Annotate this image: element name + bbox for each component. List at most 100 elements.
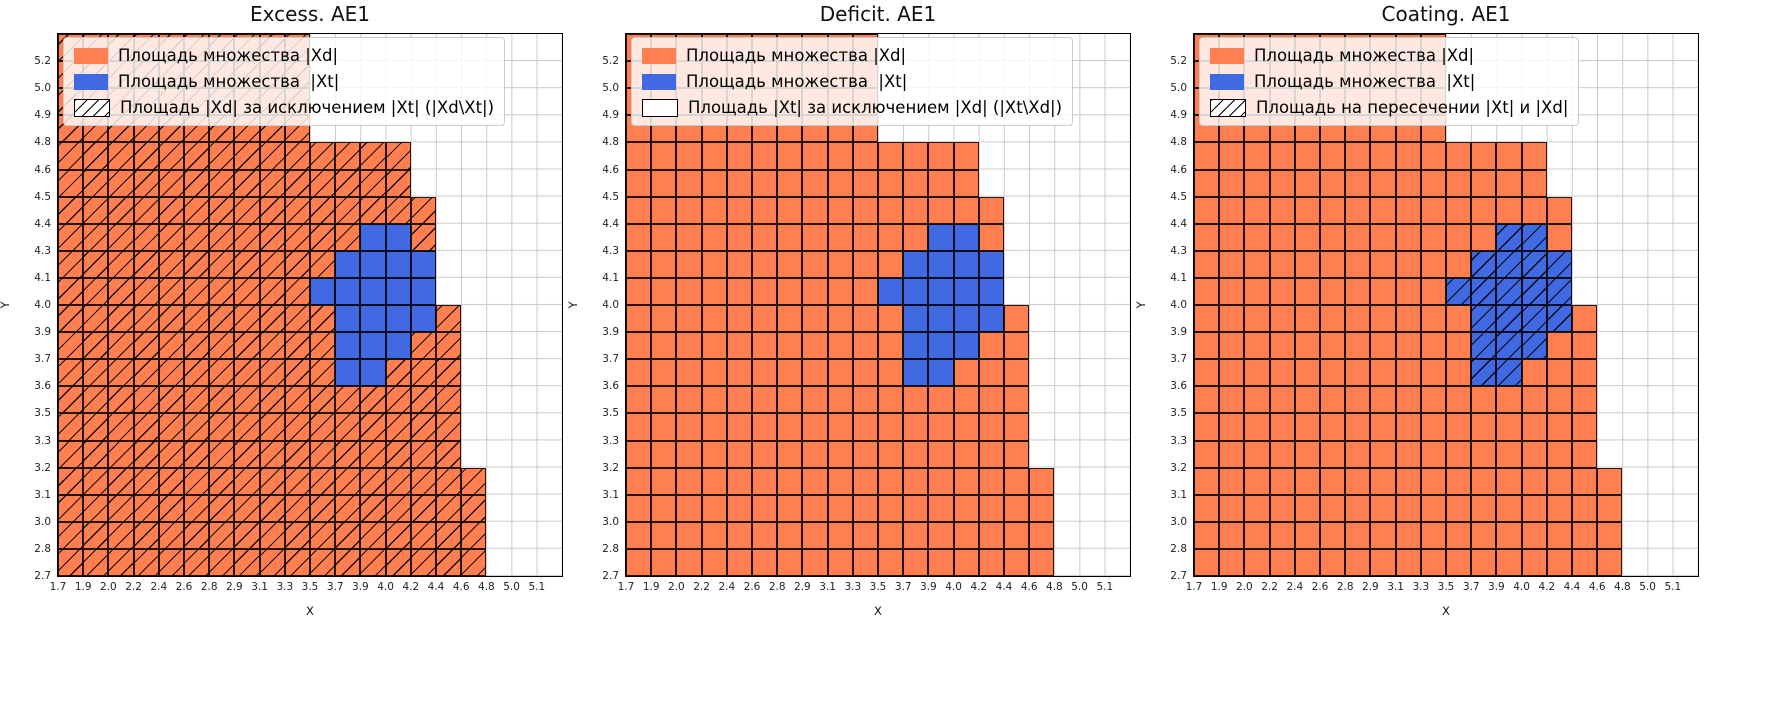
xd-cell — [385, 359, 411, 387]
xd-cell — [1294, 548, 1320, 576]
xd-cell — [752, 196, 778, 224]
x-tick-label: 1.9 — [74, 581, 92, 593]
xt-cell — [1471, 250, 1497, 278]
xd-cell — [1370, 196, 1396, 224]
plot-title: Excess. AE1 — [249, 2, 371, 26]
xd-cell — [284, 223, 310, 251]
xd-cell — [852, 386, 878, 414]
xd-cell — [701, 467, 727, 495]
y-tick-label: 2.8 — [602, 542, 619, 555]
xd-cell — [777, 305, 803, 333]
xd-cell — [1496, 467, 1522, 495]
xd-cell — [1004, 548, 1030, 576]
xd-cell — [1572, 521, 1598, 549]
xd-cell — [1546, 386, 1572, 414]
xd-cell — [1269, 305, 1295, 333]
xd-cell — [158, 548, 184, 576]
legend-swatch-xd — [642, 47, 676, 64]
xd-cell — [1471, 440, 1497, 468]
x-tick-label: 3.9 — [352, 581, 369, 593]
xd-cell — [335, 548, 361, 576]
xd-cell — [1345, 440, 1371, 468]
xd-cell — [1471, 413, 1497, 441]
y-tick-label: 3.2 — [34, 461, 51, 474]
x-tick-label: 5.0 — [1071, 581, 1088, 593]
xd-cell — [133, 521, 159, 549]
xd-cell — [108, 359, 134, 387]
xd-cell — [209, 142, 235, 170]
xd-cell — [676, 223, 702, 251]
xd-cell — [701, 250, 727, 278]
y-tick-label: 3.3 — [602, 434, 619, 447]
xd-cell — [676, 494, 702, 522]
xd-cell — [1420, 277, 1446, 305]
xd-cell — [878, 440, 904, 468]
xd-cell — [878, 494, 904, 522]
xd-cell — [626, 359, 652, 387]
xt-cell — [1496, 223, 1522, 251]
xd-cell — [410, 359, 436, 387]
x-tick-label: 5.1 — [1096, 581, 1114, 593]
xd-cell — [827, 413, 853, 441]
xd-cell — [1219, 332, 1245, 360]
xd-cell — [335, 521, 361, 549]
xd-cell — [1294, 196, 1320, 224]
xd-cell — [953, 413, 979, 441]
xd-cell — [209, 223, 235, 251]
xd-cell — [1446, 359, 1472, 387]
xd-cell — [1194, 277, 1220, 305]
xt-cell — [1546, 305, 1572, 333]
xd-cell — [234, 494, 260, 522]
xd-cell — [1446, 521, 1472, 549]
xd-cell — [1269, 196, 1295, 224]
y-tick-label: 2.8 — [34, 542, 51, 555]
xd-cell — [651, 359, 677, 387]
xd-cell — [1004, 386, 1030, 414]
xd-cell — [1269, 548, 1295, 576]
legend-swatch-xt — [74, 73, 108, 90]
xd-cell — [852, 467, 878, 495]
xd-cell — [726, 223, 752, 251]
xd-cell — [184, 196, 210, 224]
xd-cell — [108, 142, 134, 170]
xd-cell — [1219, 359, 1245, 387]
xd-cell — [752, 332, 778, 360]
xd-cell — [310, 332, 336, 360]
xd-cell — [1294, 223, 1320, 251]
xd-cell — [234, 467, 260, 495]
xd-cell — [928, 196, 954, 224]
xt-cell — [335, 359, 361, 387]
x-axis-label: X — [1442, 604, 1450, 618]
xd-cell — [1345, 332, 1371, 360]
y-tick-label: 4.5 — [34, 190, 51, 203]
xd-cell — [676, 196, 702, 224]
x-tick-label: 5.1 — [1664, 581, 1682, 593]
xd-cell — [1194, 142, 1220, 170]
y-tick-label: 4.8 — [34, 136, 51, 149]
xt-cell — [1521, 223, 1547, 251]
x-tick-label: 2.4 — [150, 581, 168, 593]
xd-cell — [436, 440, 462, 468]
xd-cell — [335, 440, 361, 468]
xd-cell — [1219, 467, 1245, 495]
xd-cell — [83, 548, 109, 576]
xd-cell — [108, 305, 134, 333]
xd-cell — [360, 142, 386, 170]
xd-cell — [1546, 521, 1572, 549]
xd-cell — [777, 359, 803, 387]
y-tick-label: 3.6 — [1170, 380, 1187, 393]
xd-cell — [1420, 467, 1446, 495]
xd-cell — [777, 548, 803, 576]
xd-cell — [234, 250, 260, 278]
xd-cell — [676, 142, 702, 170]
xd-cell — [752, 386, 778, 414]
xd-cell — [802, 332, 828, 360]
y-tick-label: 4.9 — [34, 109, 51, 122]
xt-cell — [1521, 277, 1547, 305]
xd-cell — [234, 332, 260, 360]
xd-cell — [1345, 521, 1371, 549]
xt-cell — [385, 305, 411, 333]
xd-cell — [1546, 359, 1572, 387]
legend-item: Площадь множества |Xd| — [642, 46, 1062, 65]
xd-cell — [410, 467, 436, 495]
